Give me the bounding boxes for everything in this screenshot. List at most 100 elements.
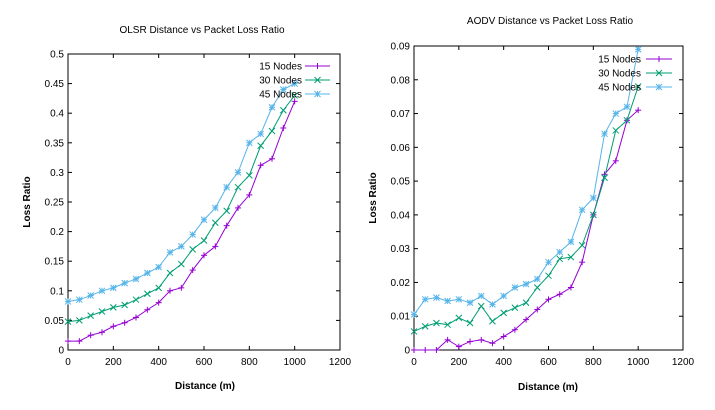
data-point-30-nodes (455, 314, 463, 322)
data-point-45-nodes (223, 183, 231, 191)
data-point-45-nodes (211, 204, 219, 212)
data-point-45-nodes (455, 295, 463, 303)
data-point-30-nodes (444, 321, 451, 329)
data-point-30-nodes (121, 301, 129, 309)
data-point-30-nodes (477, 302, 485, 310)
data-point-15-nodes (489, 340, 496, 347)
data-point-15-nodes (511, 326, 518, 333)
y-tick-label: 0.05 (391, 177, 411, 188)
data-point-15-nodes (579, 259, 586, 266)
data-point-45-nodes (466, 299, 474, 307)
data-point-15-nodes (534, 306, 541, 313)
data-point-30-nodes (545, 272, 552, 280)
data-point-15-nodes (235, 204, 241, 211)
data-point-30-nodes (634, 83, 642, 90)
data-point-15-nodes (269, 155, 275, 162)
aodv-chart: AODV Distance vs Packet Loss Ratio Loss … (368, 16, 695, 393)
chart-title: AODV Distance vs Packet Loss Ratio (467, 16, 634, 27)
data-point-45-nodes (121, 279, 129, 287)
data-point-15-nodes (523, 316, 530, 323)
data-point-15-nodes (411, 347, 417, 353)
legend-label-45-nodes: 45 Nodes (259, 90, 302, 101)
data-point-15-nodes (121, 319, 128, 326)
data-point-15-nodes (189, 267, 196, 274)
legend-marker-45-nodes (655, 83, 663, 91)
data-point-45-nodes (279, 86, 287, 93)
x-tick-label: 400 (495, 357, 512, 368)
data-point-15-nodes (178, 284, 185, 291)
data-point-30-nodes (109, 304, 117, 311)
data-point-45-nodes (556, 248, 564, 256)
data-point-30-nodes (189, 246, 197, 253)
data-point-15-nodes (291, 98, 298, 105)
data-point-30-nodes (623, 116, 631, 124)
data-point-15-nodes (201, 252, 207, 259)
y-tick-label: 0.02 (391, 278, 411, 289)
x-tick-label: 400 (150, 357, 167, 368)
data-point-30-nodes (601, 174, 608, 182)
data-point-15-nodes (567, 284, 574, 291)
legend: 15 Nodes 30 Nodes 45 Nodes (598, 55, 672, 94)
data-point-30-nodes (132, 296, 140, 304)
data-point-45-nodes (245, 139, 253, 147)
data-point-45-nodes (522, 280, 530, 288)
data-point-30-nodes (155, 284, 163, 292)
data-point-15-nodes (167, 287, 173, 294)
data-point-30-nodes (166, 269, 174, 277)
x-tick-label: 1200 (672, 357, 695, 368)
data-point-30-nodes (279, 106, 287, 114)
data-point-15-nodes (133, 314, 139, 321)
data-point-45-nodes (189, 231, 197, 238)
data-point-30-nodes (533, 284, 541, 291)
x-tick-label: 800 (241, 357, 258, 368)
y-axis-label: Loss Ratio (22, 176, 33, 227)
series-lines (64, 80, 299, 345)
data-point-45-nodes (601, 130, 608, 138)
x-tick-label: 800 (585, 357, 602, 368)
data-point-45-nodes (410, 311, 418, 318)
y-axis-label: Loss Ratio (368, 172, 379, 223)
x-axis-label: Distance (m) (518, 382, 578, 393)
data-point-45-nodes (143, 269, 151, 277)
data-point-30-nodes (257, 142, 265, 150)
legend-label-15-nodes: 15 Nodes (598, 55, 641, 66)
data-point-45-nodes (109, 284, 117, 292)
data-point-15-nodes (257, 162, 264, 169)
data-point-15-nodes (155, 299, 162, 306)
y-tick-label: 0.07 (391, 109, 411, 120)
y-tick-label: 0.35 (45, 138, 65, 149)
data-point-15-nodes (110, 323, 117, 330)
data-point-45-nodes (477, 292, 485, 300)
series-line-15-nodes (414, 109, 639, 351)
data-point-30-nodes (245, 172, 253, 179)
axis-ticks: 0 0.05 0.1 0.15 0.2 0.25 0.3 0.35 0.4 0.45 0.5 0 200… (45, 50, 352, 369)
data-point-15-nodes (99, 329, 105, 336)
legend-label-30-nodes: 30 Nodes (259, 76, 302, 87)
data-point-45-nodes (545, 258, 552, 266)
data-point-15-nodes (65, 338, 71, 345)
data-point-15-nodes (455, 343, 462, 350)
data-point-45-nodes (489, 301, 496, 308)
data-point-15-nodes (467, 338, 474, 345)
data-point-15-nodes (433, 347, 440, 353)
y-tick-label: 0.1 (50, 286, 64, 297)
y-tick-label: 0.05 (45, 316, 65, 327)
data-point-45-nodes (64, 298, 72, 305)
data-point-45-nodes (155, 263, 163, 271)
data-point-45-nodes (578, 206, 586, 214)
data-point-30-nodes (234, 183, 242, 191)
data-point-45-nodes (511, 284, 519, 291)
data-point-45-nodes (500, 292, 508, 300)
data-point-15-nodes (612, 157, 619, 164)
y-tick-label: 0.03 (391, 244, 411, 255)
y-tick-label: 0.08 (391, 75, 411, 86)
data-point-15-nodes (280, 125, 287, 131)
data-point-15-nodes (246, 191, 253, 198)
plot-frame (67, 53, 341, 351)
data-point-45-nodes (421, 295, 429, 303)
y-tick-label: 0.09 (391, 42, 411, 53)
data-point-30-nodes (211, 219, 219, 227)
data-point-30-nodes (578, 241, 586, 249)
data-point-15-nodes (635, 107, 642, 114)
series-line-45-nodes (67, 83, 295, 302)
